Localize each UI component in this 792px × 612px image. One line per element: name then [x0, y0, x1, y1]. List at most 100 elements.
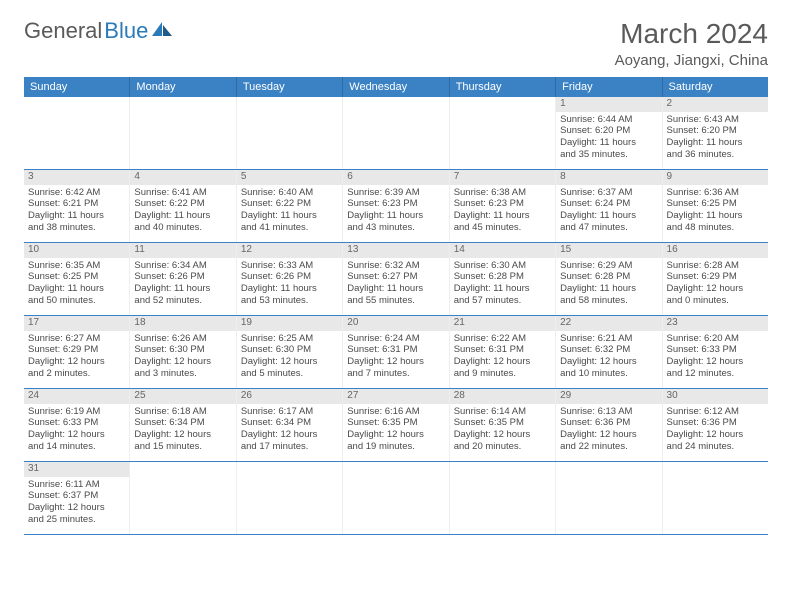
- day-number: 28: [450, 389, 555, 404]
- day-sunrise: Sunrise: 6:19 AM: [28, 406, 125, 418]
- day-cell: 28Sunrise: 6:14 AMSunset: 6:35 PMDayligh…: [450, 389, 556, 461]
- day-sunset: Sunset: 6:20 PM: [560, 125, 657, 137]
- day-daylight1: Daylight: 11 hours: [560, 210, 657, 222]
- day-cell: 8 Sunrise: 6:37 AMSunset: 6:24 PMDaylight…: [556, 170, 662, 242]
- day-cell: [24, 97, 130, 169]
- day-sunset: Sunset: 6:24 PM: [560, 198, 657, 210]
- day-number: 5: [237, 170, 342, 185]
- day-cell: [237, 462, 343, 534]
- day-sunrise: Sunrise: 6:37 AM: [560, 187, 657, 199]
- day-daylight2: and 2 minutes.: [28, 368, 125, 380]
- day-daylight2: and 36 minutes.: [667, 149, 764, 161]
- day-daylight2: and 17 minutes.: [241, 441, 338, 453]
- day-sunrise: Sunrise: 6:17 AM: [241, 406, 338, 418]
- day-sunset: Sunset: 6:21 PM: [28, 198, 125, 210]
- day-daylight1: Daylight: 11 hours: [667, 210, 764, 222]
- day-sunrise: Sunrise: 6:16 AM: [347, 406, 444, 418]
- day-number: 12: [237, 243, 342, 258]
- day-daylight1: Daylight: 11 hours: [454, 283, 551, 295]
- day-sunset: Sunset: 6:25 PM: [28, 271, 125, 283]
- day-cell: 7Sunrise: 6:38 AMSunset: 6:23 PMDaylight…: [450, 170, 556, 242]
- day-daylight2: and 41 minutes.: [241, 222, 338, 234]
- day-sunset: Sunset: 6:22 PM: [241, 198, 338, 210]
- day-cell: 23Sunrise: 6:20 AMSunset: 6:33 PMDayligh…: [663, 316, 768, 388]
- day-daylight1: Daylight: 12 hours: [560, 356, 657, 368]
- day-daylight1: Daylight: 11 hours: [241, 283, 338, 295]
- day-daylight1: Daylight: 11 hours: [560, 137, 657, 149]
- location: Aoyang, Jiangxi, China: [615, 52, 768, 69]
- day-daylight2: and 5 minutes.: [241, 368, 338, 380]
- day-sunrise: Sunrise: 6:20 AM: [667, 333, 764, 345]
- day-daylight2: and 57 minutes.: [454, 295, 551, 307]
- day-number: 8: [556, 170, 661, 185]
- week-row: 10Sunrise: 6:35 AMSunset: 6:25 PMDayligh…: [24, 243, 768, 316]
- day-number: 22: [556, 316, 661, 331]
- day-daylight1: Daylight: 12 hours: [134, 429, 231, 441]
- day-sunrise: Sunrise: 6:39 AM: [347, 187, 444, 199]
- day-sunset: Sunset: 6:35 PM: [454, 417, 551, 429]
- day-cell: 11Sunrise: 6:34 AMSunset: 6:26 PMDayligh…: [130, 243, 236, 315]
- day-sunrise: Sunrise: 6:36 AM: [667, 187, 764, 199]
- day-number: 31: [24, 462, 129, 477]
- day-sunset: Sunset: 6:34 PM: [241, 417, 338, 429]
- week-row: 24Sunrise: 6:19 AMSunset: 6:33 PMDayligh…: [24, 389, 768, 462]
- day-number: 3: [24, 170, 129, 185]
- day-cell: 16Sunrise: 6:28 AMSunset: 6:29 PMDayligh…: [663, 243, 768, 315]
- day-sunset: Sunset: 6:23 PM: [454, 198, 551, 210]
- day-daylight2: and 43 minutes.: [347, 222, 444, 234]
- day-daylight2: and 38 minutes.: [28, 222, 125, 234]
- day-sunset: Sunset: 6:27 PM: [347, 271, 444, 283]
- day-sunrise: Sunrise: 6:33 AM: [241, 260, 338, 272]
- day-daylight1: Daylight: 12 hours: [347, 429, 444, 441]
- day-sunrise: Sunrise: 6:25 AM: [241, 333, 338, 345]
- day-cell: 30Sunrise: 6:12 AMSunset: 6:36 PMDayligh…: [663, 389, 768, 461]
- day-number: 23: [663, 316, 768, 331]
- day-sunrise: Sunrise: 6:35 AM: [28, 260, 125, 272]
- day-number: 1: [556, 97, 661, 112]
- day-daylight2: and 58 minutes.: [560, 295, 657, 307]
- day-daylight1: Daylight: 12 hours: [28, 429, 125, 441]
- day-number: 24: [24, 389, 129, 404]
- logo-text-1: General: [24, 18, 102, 44]
- header: GeneralBlue March 2024 Aoyang, Jiangxi, …: [24, 18, 768, 69]
- day-sunset: Sunset: 6:36 PM: [560, 417, 657, 429]
- day-cell: [343, 97, 449, 169]
- day-sunrise: Sunrise: 6:27 AM: [28, 333, 125, 345]
- day-sunrise: Sunrise: 6:12 AM: [667, 406, 764, 418]
- day-number: 29: [556, 389, 661, 404]
- day-cell: [450, 462, 556, 534]
- day-number: 18: [130, 316, 235, 331]
- day-sunset: Sunset: 6:32 PM: [560, 344, 657, 356]
- day-sunset: Sunset: 6:31 PM: [454, 344, 551, 356]
- day-daylight2: and 55 minutes.: [347, 295, 444, 307]
- day-daylight2: and 48 minutes.: [667, 222, 764, 234]
- day-number: 15: [556, 243, 661, 258]
- day-cell: [450, 97, 556, 169]
- day-sunset: Sunset: 6:25 PM: [667, 198, 764, 210]
- day-daylight1: Daylight: 12 hours: [454, 356, 551, 368]
- day-cell: 19Sunrise: 6:25 AMSunset: 6:30 PMDayligh…: [237, 316, 343, 388]
- day-cell: [556, 462, 662, 534]
- day-daylight2: and 24 minutes.: [667, 441, 764, 453]
- calendar: SundayMondayTuesdayWednesdayThursdayFrid…: [24, 77, 768, 535]
- day-daylight1: Daylight: 11 hours: [454, 210, 551, 222]
- day-daylight1: Daylight: 11 hours: [347, 283, 444, 295]
- day-cell: 12Sunrise: 6:33 AMSunset: 6:26 PMDayligh…: [237, 243, 343, 315]
- day-daylight1: Daylight: 12 hours: [28, 356, 125, 368]
- weekday-header: Friday: [556, 77, 662, 97]
- sail-icon: [152, 22, 174, 38]
- day-daylight2: and 15 minutes.: [134, 441, 231, 453]
- day-daylight1: Daylight: 11 hours: [667, 137, 764, 149]
- weekday-header-row: SundayMondayTuesdayWednesdayThursdayFrid…: [24, 77, 768, 97]
- weekday-header: Tuesday: [237, 77, 343, 97]
- day-daylight2: and 50 minutes.: [28, 295, 125, 307]
- week-row: 31Sunrise: 6:11 AMSunset: 6:37 PMDayligh…: [24, 462, 768, 535]
- day-sunset: Sunset: 6:20 PM: [667, 125, 764, 137]
- day-number: 17: [24, 316, 129, 331]
- weekday-header: Monday: [130, 77, 236, 97]
- day-number: 19: [237, 316, 342, 331]
- day-cell: 26Sunrise: 6:17 AMSunset: 6:34 PMDayligh…: [237, 389, 343, 461]
- day-cell: 9Sunrise: 6:36 AMSunset: 6:25 PMDaylight…: [663, 170, 768, 242]
- day-sunrise: Sunrise: 6:41 AM: [134, 187, 231, 199]
- day-daylight2: and 22 minutes.: [560, 441, 657, 453]
